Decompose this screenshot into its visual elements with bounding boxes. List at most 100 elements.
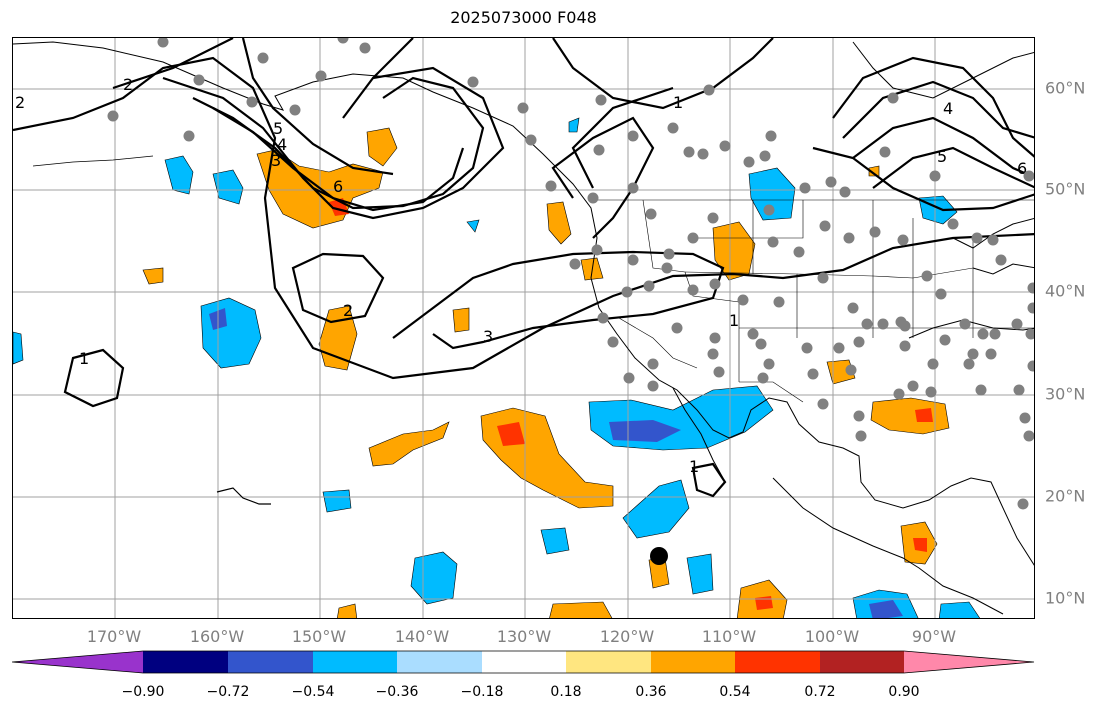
lon-label: 140°W bbox=[394, 627, 450, 646]
station-dot bbox=[709, 332, 721, 344]
contour-line-labels: 2 2 1 3 4 5 6 2 3 1 1 4 5 6 1 bbox=[15, 75, 1027, 476]
lon-label: 90°W bbox=[911, 627, 957, 646]
lat-label: 60°N bbox=[1045, 78, 1086, 98]
station-dot bbox=[713, 366, 725, 378]
lat-label: 40°N bbox=[1045, 281, 1086, 301]
station-dot bbox=[959, 318, 971, 330]
station-dot bbox=[667, 122, 679, 134]
station-dot bbox=[975, 384, 987, 396]
colorbar-segment bbox=[12, 651, 143, 673]
station-dot bbox=[963, 358, 975, 370]
station-dot bbox=[947, 218, 959, 230]
colorbar-outline bbox=[12, 650, 1035, 674]
contour-label: 1 bbox=[79, 349, 89, 368]
colorbar-tick: −0.54 bbox=[291, 684, 335, 700]
station-dot bbox=[645, 208, 657, 220]
station-dot bbox=[767, 236, 779, 248]
station-dot bbox=[647, 358, 659, 370]
station-dot bbox=[647, 380, 659, 392]
station-dot bbox=[627, 130, 639, 142]
station-dot bbox=[257, 52, 269, 64]
station-dot bbox=[929, 170, 941, 182]
colorbar-tick: −0.18 bbox=[460, 684, 504, 700]
station-dot bbox=[107, 110, 119, 122]
station-dot bbox=[607, 336, 619, 348]
station-dot bbox=[899, 320, 911, 332]
lat-label: 20°N bbox=[1045, 486, 1086, 506]
colorbar-segment bbox=[143, 651, 228, 673]
colorbar-segment bbox=[820, 651, 904, 673]
station-dot bbox=[1017, 498, 1029, 510]
station-dot bbox=[703, 84, 715, 96]
station-dot bbox=[899, 340, 911, 352]
contour-label: 3 bbox=[271, 151, 281, 170]
station-dot bbox=[817, 398, 829, 410]
station-dot bbox=[925, 386, 937, 398]
lat-label: 30°N bbox=[1045, 384, 1086, 404]
station-dot bbox=[183, 130, 195, 142]
station-dot bbox=[893, 388, 905, 400]
contour-label: 1 bbox=[729, 311, 739, 330]
station-dot bbox=[793, 246, 805, 258]
map-panel[interactable]: 2 2 1 3 4 5 6 2 3 1 1 4 5 6 1 bbox=[12, 37, 1035, 619]
station-dot bbox=[801, 342, 813, 354]
colorbar-tick: 0.36 bbox=[635, 684, 667, 700]
station-dot bbox=[897, 234, 909, 246]
contour-label: 1 bbox=[689, 457, 699, 476]
station-dot bbox=[661, 262, 673, 274]
station-dot bbox=[879, 146, 891, 158]
station-dot bbox=[587, 192, 599, 204]
station-dot bbox=[157, 38, 169, 48]
lon-label: 170°W bbox=[86, 627, 142, 646]
station-dot bbox=[627, 254, 639, 266]
station-dot bbox=[939, 334, 951, 346]
station-dot bbox=[985, 348, 997, 360]
station-dot bbox=[595, 94, 607, 106]
station-dot bbox=[517, 102, 529, 114]
contour-label: 1 bbox=[673, 93, 683, 112]
station-dot bbox=[315, 70, 327, 82]
station-dot bbox=[763, 358, 775, 370]
lon-label: 150°W bbox=[291, 627, 347, 646]
station-dot bbox=[671, 322, 683, 334]
contour-label: 6 bbox=[1017, 159, 1027, 178]
station-dot bbox=[687, 284, 699, 296]
contour-label: 2 bbox=[15, 93, 25, 112]
station-dot bbox=[743, 156, 755, 168]
station-dot bbox=[747, 328, 759, 340]
colorbar-tick: −0.36 bbox=[375, 684, 419, 700]
colorbar-tick: 0.18 bbox=[550, 684, 582, 700]
contour-label: 3 bbox=[483, 327, 493, 346]
station-dot bbox=[1013, 384, 1025, 396]
station-dot bbox=[1027, 282, 1034, 294]
contour-label: 6 bbox=[333, 177, 343, 196]
station-dot bbox=[887, 92, 899, 104]
station-dot bbox=[1023, 430, 1034, 442]
station-dot bbox=[845, 364, 857, 376]
lon-label: 130°W bbox=[496, 627, 552, 646]
colorbar-tick: 0.72 bbox=[804, 684, 836, 700]
station-dot bbox=[719, 140, 731, 152]
plot-title: 2025073000 F048 bbox=[450, 8, 597, 27]
station-dot bbox=[663, 248, 675, 260]
station-dot bbox=[687, 232, 699, 244]
coastlines bbox=[13, 41, 1034, 615]
station-dot bbox=[591, 244, 603, 256]
station-dot bbox=[193, 74, 205, 86]
station-dot bbox=[819, 220, 831, 232]
lon-label: 160°W bbox=[189, 627, 245, 646]
station-dot bbox=[971, 232, 983, 244]
station-dot bbox=[737, 294, 749, 306]
station-dot bbox=[977, 328, 989, 340]
station-dot bbox=[709, 278, 721, 290]
station-dot bbox=[817, 272, 829, 284]
storm-center-marker bbox=[650, 547, 668, 565]
station-dot bbox=[1019, 412, 1031, 424]
station-dot bbox=[707, 212, 719, 224]
station-dot bbox=[757, 372, 769, 384]
station-dot bbox=[643, 280, 655, 292]
station-dot bbox=[995, 254, 1007, 266]
colorbar-segment bbox=[482, 651, 566, 673]
colorbar bbox=[12, 650, 1035, 674]
station-dot bbox=[853, 336, 865, 348]
